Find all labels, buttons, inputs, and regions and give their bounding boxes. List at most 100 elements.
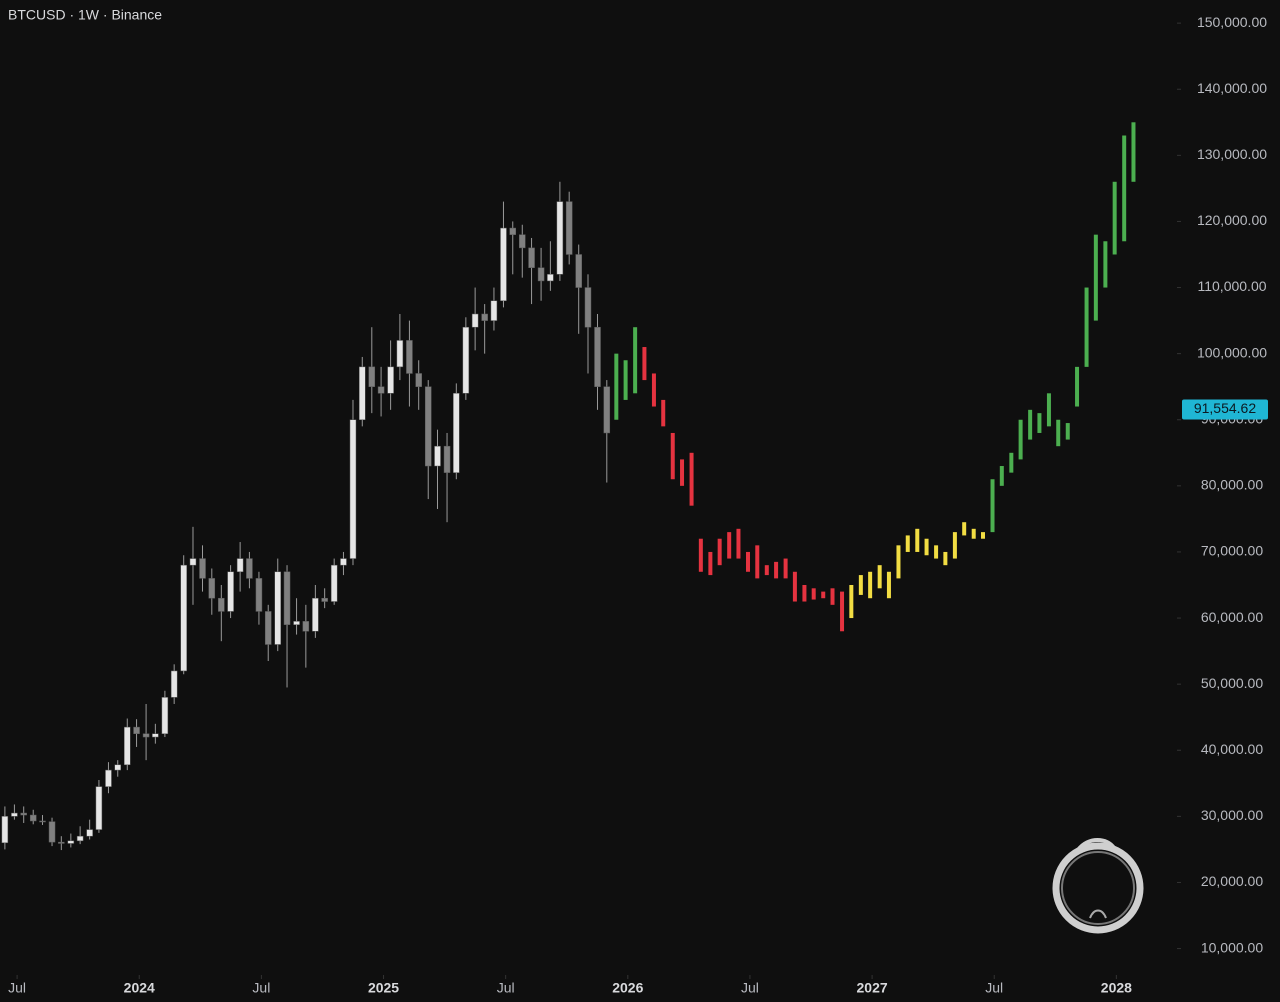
candle-body [199,558,206,579]
candle-body [76,835,84,842]
candle-body [490,300,498,321]
y-tick-label: 40,000.00 [1201,741,1263,757]
candle-body [528,247,535,268]
projection-bar [670,432,675,480]
projection-bar [633,327,638,394]
projection-bar [952,532,957,559]
projection-bar [736,528,741,559]
candle-body [1,816,9,844]
projection-phase [642,347,845,632]
candle-body [142,733,150,738]
projection-bar [1112,181,1117,255]
projection-bar [868,571,873,599]
candle-body [519,234,526,249]
candle-body [264,611,272,645]
y-tick-label: 80,000.00 [1201,477,1263,493]
x-tick-label: 2028 [1101,980,1132,996]
projection-bar [745,551,750,572]
projection-bar [1075,366,1080,407]
candle-body [377,386,385,394]
projection-bar [717,538,722,566]
candle-body [274,571,281,645]
projection-bar [792,571,797,602]
candle-body [236,558,244,573]
projection-bar [698,538,703,572]
last-price-label: 91,554.62 [1194,400,1256,416]
y-tick-label: 100,000.00 [1197,344,1267,360]
candle-body [537,267,545,282]
last-price-tag [1182,399,1268,420]
candle-body [114,764,121,771]
projection-bar [877,565,882,589]
projection-bar [1037,413,1042,433]
projection-bar [623,360,628,400]
candle-body [246,558,253,579]
projection-bar [1103,241,1108,288]
y-tick-label: 30,000.00 [1201,807,1263,823]
projection-bar [849,585,854,619]
projection-bar [830,588,835,605]
candle-body [368,366,376,387]
projection-bar [708,551,713,576]
candle-body [20,812,27,816]
candle-body [340,558,347,566]
candle-body [48,821,56,843]
projection-phase [849,522,985,619]
candle-body [584,287,592,328]
candle-body [86,829,93,837]
projection-bar [651,373,656,407]
y-tick-label: 60,000.00 [1201,609,1263,625]
candle-body [255,578,263,612]
candle-body [67,840,75,844]
projection-bar [774,561,779,579]
projection-bar [999,466,1004,486]
candle-body [11,812,18,817]
projection-bar [1131,122,1136,182]
projection-bar [1028,409,1033,440]
projection-bar [1056,419,1061,447]
projection-bar [783,558,788,579]
projection-bar [962,522,967,536]
candle-body [161,697,169,734]
candle-body [312,597,319,632]
projection-bar [802,585,807,602]
projection-bar [1065,423,1070,440]
candle-body [133,726,140,734]
candle-body [406,340,413,374]
projection-bar [905,535,910,552]
projection-bar [661,399,666,427]
y-tick-label: 120,000.00 [1197,212,1267,228]
candle-body [594,326,601,387]
candle-body [189,558,197,566]
chart-title: BTCUSD · 1W · Binance [8,7,162,23]
candle-body [208,578,216,599]
candle-body [565,201,573,255]
x-tick-label: 2027 [857,980,888,996]
y-tick-label: 140,000.00 [1197,80,1267,96]
projection-bar [971,528,976,539]
y-tick-label: 20,000.00 [1201,873,1263,889]
candle-body [349,419,357,559]
candle-body [424,386,432,467]
projection-bar [764,565,769,576]
x-tick-label: 2026 [612,980,643,996]
candle-body [462,326,470,394]
candle-body [152,733,159,738]
projection-bar [840,591,845,632]
logo-ring-inner [1061,851,1135,925]
candle-body [58,841,65,844]
candle-body [293,621,300,625]
candle-body [359,366,366,420]
projection-bar [886,571,891,599]
candle-body [170,670,178,698]
projection-bar [1018,419,1023,460]
candle-body [283,571,291,625]
candle-body [500,227,507,302]
projection-bar [1009,452,1014,473]
candle-body [302,621,310,632]
projection-phase [990,122,1136,533]
y-tick-label: 50,000.00 [1201,675,1263,691]
projection-bar [990,479,995,533]
projection-bar [811,588,816,600]
